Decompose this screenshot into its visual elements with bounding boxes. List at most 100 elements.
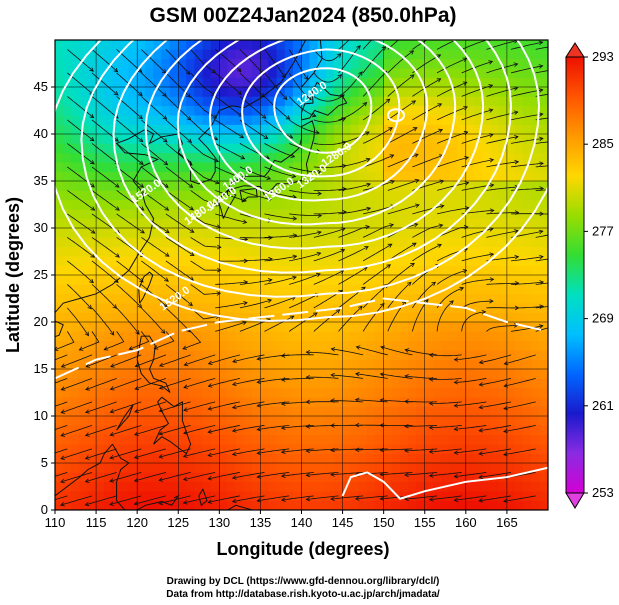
streamline-arrow: [330, 423, 335, 428]
heat-cell: [440, 396, 450, 407]
height-contour: [208, 40, 429, 202]
heat-cell: [284, 406, 294, 417]
heat-cell: [334, 171, 343, 182]
heat-cell: [268, 58, 278, 69]
streamline: [387, 179, 419, 191]
heat-cell: [531, 284, 541, 295]
heat-cell: [227, 199, 237, 210]
streamline: [264, 213, 297, 220]
heat-cell: [309, 284, 319, 295]
streamline-arrow: [256, 498, 262, 503]
streamline-arrow: [305, 448, 311, 454]
streamline-arrow: [428, 449, 434, 454]
heat-cell: [432, 462, 442, 473]
heat-cell: [498, 481, 508, 492]
heat-cell: [55, 133, 64, 144]
heat-cell: [186, 500, 195, 510]
colorbar-bottom-arrow: [565, 492, 585, 509]
heat-cell: [334, 143, 343, 154]
heat-cell: [145, 387, 154, 398]
heat-cell: [408, 340, 417, 351]
streamline-arrow: [60, 502, 65, 507]
heat-cell: [301, 368, 311, 379]
heat-cell: [391, 368, 401, 379]
heat-cell: [465, 321, 475, 332]
heat-cell: [366, 302, 376, 313]
heat-cell: [342, 284, 352, 295]
heat-cell: [358, 443, 368, 454]
height-contour: [176, 40, 457, 226]
streamline: [67, 119, 95, 142]
streamline: [208, 425, 240, 433]
streamline: [313, 228, 346, 238]
heat-cell: [457, 368, 467, 379]
heat-cell: [55, 255, 64, 266]
heat-cell: [276, 86, 286, 97]
heat-cell: [334, 133, 343, 144]
heat-cell: [177, 349, 187, 360]
heat-cell: [194, 227, 204, 238]
heat-cell: [342, 218, 352, 229]
heat-cell: [276, 237, 286, 248]
heat-cell: [235, 96, 245, 107]
heat-cell: [416, 143, 426, 154]
heat-cell: [268, 284, 278, 295]
heat-cell: [375, 96, 384, 107]
streamline-arrow: [317, 191, 323, 196]
heat-cell: [210, 227, 220, 238]
heat-cell: [186, 284, 195, 295]
streamline: [85, 354, 117, 368]
heat-cell: [87, 415, 97, 426]
streamline: [239, 299, 272, 309]
heat-cell: [169, 274, 179, 285]
heat-cell: [366, 434, 376, 445]
heat-cell: [260, 321, 269, 332]
heat-cell: [194, 171, 204, 182]
x-tick-label: 120: [126, 515, 148, 530]
heat-cell: [251, 237, 261, 248]
streamline: [429, 472, 462, 477]
heat-cell: [186, 227, 195, 238]
heat-cell: [268, 171, 278, 182]
heat-cell: [309, 481, 319, 492]
heat-cell: [523, 67, 532, 78]
heat-cell: [251, 246, 261, 257]
heat-cell: [416, 349, 426, 360]
heat-cell: [243, 368, 253, 379]
heat-cell: [523, 443, 532, 454]
heat-cell: [539, 368, 548, 379]
heat-cell: [251, 133, 261, 144]
heat-cell: [523, 331, 532, 342]
heat-cell: [465, 161, 475, 172]
streamline-arrow: [453, 357, 459, 362]
x-tick-label: 155: [414, 515, 436, 530]
heat-cell: [276, 246, 286, 257]
heat-cell: [194, 49, 204, 60]
streamline: [362, 127, 393, 144]
heat-cell: [153, 321, 163, 332]
heat-cell: [375, 453, 384, 464]
heat-cell: [251, 462, 261, 473]
heat-cell: [128, 340, 138, 351]
heat-cell: [276, 396, 286, 407]
heat-cell: [268, 462, 278, 473]
heat-cell: [424, 96, 434, 107]
streamline-arrow: [137, 68, 143, 73]
heat-cell: [424, 302, 434, 313]
heat-cell: [120, 114, 130, 125]
streamline-arrow: [428, 352, 434, 358]
heat-cell: [55, 67, 64, 78]
heat-cell: [481, 368, 491, 379]
heat-cell: [219, 49, 228, 60]
heat-cell: [268, 406, 278, 417]
heat-cell: [71, 415, 80, 426]
heat-cell: [235, 368, 245, 379]
streamline-arrow: [84, 501, 90, 507]
heat-cell: [342, 293, 352, 304]
heat-cell: [514, 490, 524, 501]
heat-cell: [284, 255, 294, 266]
heat-cell: [366, 152, 376, 163]
heat-cell: [473, 143, 483, 154]
heat-cell: [342, 227, 352, 238]
streamline: [232, 425, 265, 432]
